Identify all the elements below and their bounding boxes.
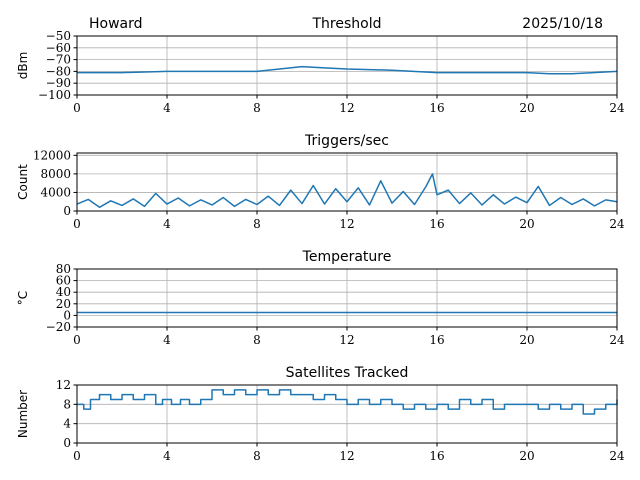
y-tick-label: 20 [56,297,71,311]
x-tick-label: 20 [519,333,534,347]
y-tick-label: −60 [46,41,71,55]
chart-title: Temperature [302,249,392,265]
header-right-label: 2025/10/18 [522,16,603,32]
chart-title: Threshold [312,16,382,32]
chart-title: Triggers/sec [304,133,389,149]
x-tick-label: 24 [609,217,625,231]
y-axis-label: Count [16,164,30,200]
x-tick-label: 4 [163,101,171,115]
y-tick-label: 12000 [33,148,71,162]
x-tick-label: 16 [429,449,444,463]
x-tick-label: 8 [253,217,261,231]
x-tick-label: 20 [519,217,534,231]
chart-panel: 0 4 8 12 16 20 24 0 4 8 12 Satellites Tracked Number [16,365,625,463]
header-left-label: Howard [89,16,143,32]
x-tick-label: 24 [609,449,625,463]
x-tick-label: 24 [609,101,625,115]
y-tick-label: −100 [38,88,71,102]
x-tick-label: 12 [339,217,354,231]
x-tick-label: 0 [73,217,81,231]
y-tick-label: 4000 [40,185,71,199]
x-tick-label: 16 [429,333,444,347]
x-tick-label: 8 [253,333,261,347]
x-tick-label: 0 [73,449,81,463]
series-line [76,173,618,209]
panels: 0 4 8 12 16 20 24 −100−90−80−70−60−50 Threshold d… [16,16,625,463]
x-tick-label: 12 [339,333,354,347]
y-tick-label: 80 [56,262,71,276]
x-tick-label: 20 [519,449,534,463]
x-tick-label: 4 [163,449,171,463]
y-axis-label: dBm [16,52,30,80]
y-tick-label: −90 [46,76,71,90]
y-tick-label: 40 [56,285,71,299]
y-tick-label: −50 [46,29,71,43]
x-tick-label: 20 [519,101,534,115]
y-tick-label: 60 [56,274,71,288]
x-tick-label: 24 [609,333,625,347]
x-tick-label: 12 [339,101,354,115]
y-tick-label: −20 [46,320,71,334]
x-tick-label: 0 [73,101,81,115]
x-tick-label: 0 [73,333,81,347]
x-tick-label: 12 [339,449,354,463]
y-tick-label: 0 [63,204,71,218]
chart-panel: 0 4 8 12 16 20 24 0 4000 8000 12000 Triggers/sec Cou… [16,133,625,231]
series-line [77,389,618,415]
chart-title: Satellites Tracked [286,365,409,381]
series-line [77,65,618,75]
x-tick-label: 16 [429,217,444,231]
y-axis-label: Number [16,390,30,438]
y-tick-label: 8000 [40,167,71,181]
y-tick-label: 0 [63,436,71,450]
y-tick-label: −70 [46,53,71,67]
chart-panel: 0 4 8 12 16 20 24 −100−90−80−70−60−50 Threshold d… [16,16,625,115]
x-tick-label: 4 [163,217,171,231]
x-tick-label: 16 [429,101,444,115]
x-tick-label: 8 [253,449,261,463]
y-axis-label: °C [16,291,30,305]
y-tick-label: 8 [63,397,71,411]
y-tick-label: 0 [63,308,71,322]
y-tick-label: −80 [46,64,71,78]
x-tick-label: 4 [163,333,171,347]
y-tick-label: 4 [63,417,71,431]
x-tick-label: 8 [253,101,261,115]
y-tick-label: 12 [56,378,71,392]
